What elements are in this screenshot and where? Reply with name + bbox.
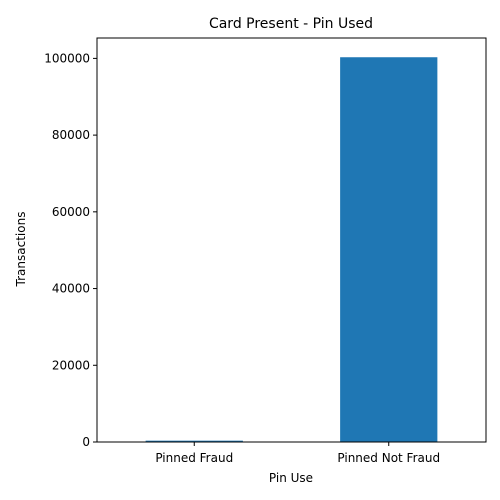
x-axis-ticks: Pinned Fraud Pinned Not Fraud [155,442,440,465]
y-tick-label: 0 [82,435,90,449]
bar-pinned-not-fraud [340,57,438,442]
bars-group [145,57,438,442]
x-axis-label: Pin Use [269,471,313,485]
y-tick-label: 100000 [44,51,90,65]
y-tick-label: 60000 [52,205,90,219]
y-tick-label: 20000 [52,358,90,372]
y-tick-label: 80000 [52,128,90,142]
bar-pinned-fraud [145,440,243,442]
plot-frame [96,37,487,443]
y-axis-label: Transactions [14,212,28,288]
y-tick-label: 40000 [52,282,90,296]
chart-title: Card Present - Pin Used [209,16,373,32]
x-tick-label: Pinned Not Fraud [337,451,440,465]
y-axis-ticks: 0 20000 40000 60000 80000 100000 [44,51,97,449]
x-tick-label: Pinned Fraud [155,451,233,465]
